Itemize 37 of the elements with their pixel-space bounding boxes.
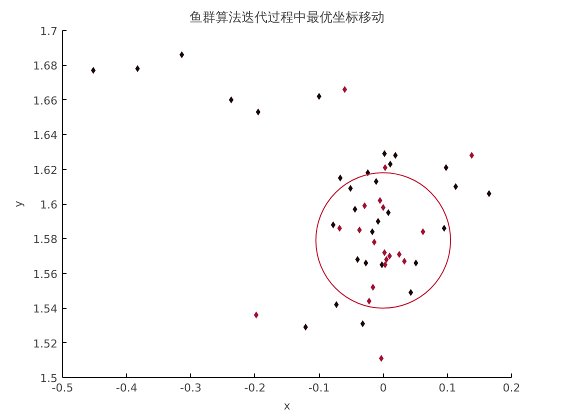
point [330,221,336,228]
point [228,96,234,104]
x-axis-title: x [284,400,291,412]
y-tick-label: 1.52 [33,337,58,350]
point [338,174,343,182]
x-tick-label: 0 [380,382,387,394]
y-tick-label: 1.6 [40,198,58,212]
x-tick-label: -0.4 [116,382,138,394]
x-tick-label: -0.1 [308,382,330,394]
x-tick-label: -0.2 [244,382,266,394]
y-axis-title: y [12,200,26,208]
point [179,51,184,58]
y-tick-label: 1.66 [33,94,58,108]
x-tick-label: -0.3 [180,382,202,394]
point [254,312,259,319]
point [372,238,377,246]
point [388,160,393,168]
point [370,228,375,236]
point [342,86,348,93]
point [453,183,458,190]
y-tick-label: 1.58 [33,233,58,246]
point [90,66,96,74]
y-tick-label: 1.64 [33,129,58,142]
point [469,152,474,159]
y-tick-label: 1.62 [33,164,58,177]
y-tick-label: 1.54 [33,302,58,316]
chart-title: 鱼群算法迭代过程中最优坐标移动 [190,10,384,26]
point [360,320,366,328]
x-tick-label: 0.1 [438,382,456,394]
point [380,204,386,211]
point [408,288,414,296]
y-tick-label: 1.7 [40,25,58,38]
point [396,250,402,258]
x-tick-label: 0.2 [502,382,520,394]
point [378,354,384,362]
y-tick-label: 1.56 [33,268,58,281]
y-tick-label: 1.68 [33,60,58,73]
